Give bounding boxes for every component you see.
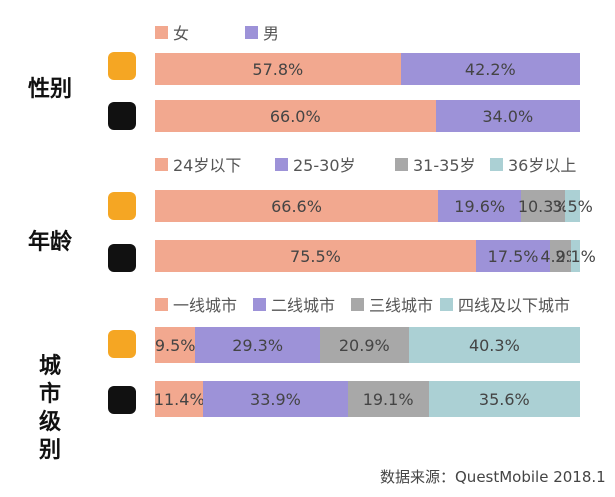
legend-label: 二线城市 <box>271 296 336 315</box>
legend-item: 女 <box>155 20 189 44</box>
value-label: 35.6% <box>478 389 530 409</box>
value-label: 11.4% <box>153 389 205 409</box>
legend-label: 三线城市 <box>369 296 434 315</box>
bar-row: 11.4% 33.9% 19.1% 35.6% <box>153 381 580 417</box>
value-label: 75.5% <box>290 246 341 266</box>
bar-segment: 17.5% <box>475 240 551 272</box>
legend-swatch <box>253 297 266 311</box>
legend-item: 三线城市 <box>351 292 433 316</box>
bar-segment: 29.3% <box>195 327 320 363</box>
legend-item: 25-30岁 <box>275 152 356 176</box>
bar-segment: 20.9% <box>319 327 409 363</box>
bar-row: 9.5% 29.3% 20.9% 40.3% <box>155 327 580 363</box>
legend-label: 女 <box>173 24 190 43</box>
app-icon <box>108 102 136 130</box>
legend-item: 一线城市 <box>155 292 237 316</box>
chart-title: 性别 <box>27 77 72 102</box>
legend-label: 24岁以下 <box>173 156 242 175</box>
bar-segment: 19.1% <box>347 381 429 417</box>
legend-item: 36岁以上 <box>490 152 576 176</box>
legend-item: 24岁以下 <box>155 152 241 176</box>
bar-segment: 35.6% <box>428 381 580 417</box>
bar-segment: 57.8% <box>155 53 401 85</box>
bar-segment: 19.6% <box>438 190 522 222</box>
bar-segment: 2.1% <box>555 240 596 272</box>
value-label: 66.6% <box>271 196 322 216</box>
app-icon <box>108 52 136 80</box>
legend-label: 25-30岁 <box>293 156 356 175</box>
legend-label: 31-35岁 <box>413 156 476 175</box>
app-icon <box>108 244 136 272</box>
value-label: 19.1% <box>362 389 414 409</box>
value-label: 19.6% <box>454 196 506 216</box>
bar-segment: 40.3% <box>408 327 580 363</box>
legend-item: 二线城市 <box>253 292 335 316</box>
bar-segment: 42.2% <box>400 53 580 85</box>
legend-label: 男 <box>263 24 280 43</box>
value-label: 17.5% <box>487 246 539 266</box>
value-label: 10.3% <box>517 196 569 216</box>
value-label: 20.9% <box>338 335 390 355</box>
value-label: 33.9% <box>250 389 301 409</box>
legend-swatch <box>351 297 364 311</box>
value-label: 57.8% <box>252 59 304 79</box>
bar-row: 66.0% 34.0% <box>155 100 580 132</box>
bar-segment: 11.4% <box>153 381 205 417</box>
value-label: 2.1% <box>555 246 596 266</box>
value-label: 9.5% <box>154 335 196 355</box>
app-icon <box>108 192 136 220</box>
legend-item: 四线及以下城市 <box>440 292 570 316</box>
bar-segment: 66.0% <box>155 100 436 132</box>
legend-swatch <box>275 157 288 171</box>
legend-label: 一线城市 <box>173 296 238 315</box>
legend-label: 36岁以上 <box>508 156 577 175</box>
value-label: 66.0% <box>269 106 321 126</box>
legend-item: 男 <box>245 20 279 44</box>
bar-segment: 34.0% <box>435 100 580 132</box>
legend-item: 31-35岁 <box>395 152 476 176</box>
app-icon <box>108 330 136 358</box>
value-label: 29.3% <box>232 335 284 355</box>
value-label: 34.0% <box>482 106 534 126</box>
bar-segment: 9.5% <box>154 327 196 363</box>
chart-title: 年龄 <box>27 230 72 255</box>
legend-swatch <box>395 157 408 171</box>
legend-swatch <box>245 25 258 39</box>
value-label: 3.5% <box>552 196 593 216</box>
app-icon <box>108 386 136 414</box>
legend-swatch <box>155 157 168 171</box>
bar-segment: 3.5% <box>552 190 593 222</box>
bar-row: 75.5% 17.5% 4.9% 2.1% <box>155 240 596 272</box>
value-label: 42.2% <box>464 59 516 79</box>
bar-row: 57.8% 42.2% <box>155 53 580 85</box>
value-label: 4.9% <box>540 246 581 266</box>
legend-swatch <box>155 25 168 39</box>
bar-segment: 75.5% <box>155 240 476 272</box>
value-label: 40.3% <box>468 335 520 355</box>
bar-segment: 10.3% <box>518 190 569 222</box>
bar-segment: 66.6% <box>155 190 439 222</box>
bar-segment: 33.9% <box>203 381 348 417</box>
bar-row: 66.6% 19.6% 10.3% 3.5% <box>155 190 593 222</box>
bar-segment: 4.9% <box>540 240 581 272</box>
legend-swatch <box>440 297 453 311</box>
legend-swatch <box>490 157 503 171</box>
chart-title: 城市级别 <box>38 354 61 463</box>
legend-swatch <box>155 297 168 311</box>
source: 数据来源：QuestMobile 2018.1 <box>380 468 606 486</box>
legend-label: 四线及以下城市 <box>458 296 571 315</box>
